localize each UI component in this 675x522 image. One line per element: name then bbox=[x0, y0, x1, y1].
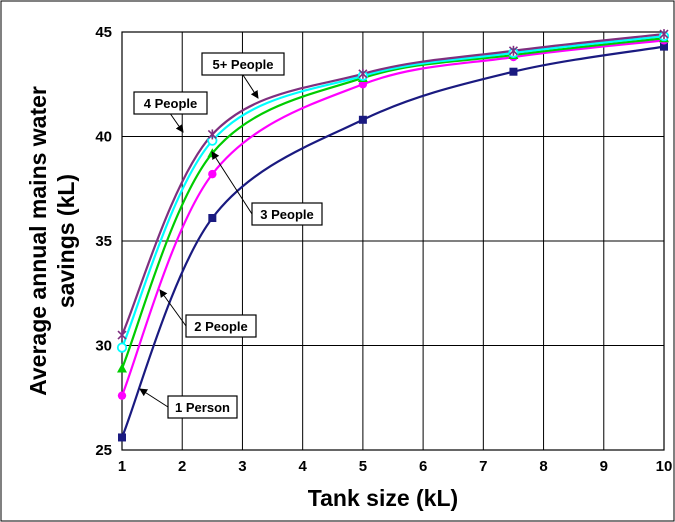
y-axis-ticks: 25 30 35 40 45 bbox=[95, 24, 112, 459]
x-axis-title: Tank size (kL) bbox=[308, 485, 458, 511]
y-axis-title-line1: Average annual mains water bbox=[25, 86, 51, 396]
x-tick-label-1: 1 bbox=[118, 458, 126, 475]
data-point-5-people-3 bbox=[508, 45, 519, 56]
annotation-3-people-arrow bbox=[211, 151, 253, 215]
y-axis-title-line2: savings (kL) bbox=[53, 174, 79, 308]
x-tick-label-8: 8 bbox=[539, 458, 547, 475]
annotation-5-people-label: 5+ People bbox=[212, 57, 273, 72]
data-point-1-person-1 bbox=[208, 214, 217, 223]
x-tick-label-4: 4 bbox=[298, 458, 307, 475]
x-tick-label-9: 9 bbox=[600, 458, 608, 475]
series-line-3-people bbox=[120, 37, 665, 369]
annotation-4-people-label: 4 People bbox=[144, 96, 197, 111]
data-point-5-people-1 bbox=[207, 129, 217, 140]
x-tick-label-3: 3 bbox=[238, 458, 246, 475]
y-tick-label-45: 45 bbox=[95, 24, 112, 41]
data-point-4-people-0 bbox=[116, 342, 128, 353]
annotation-1-person-label: 1 Person bbox=[175, 400, 230, 415]
series-line-2-people bbox=[120, 39, 665, 397]
annotation-5-people-arrow bbox=[242, 74, 259, 99]
annotation-2-people-box bbox=[185, 314, 257, 338]
data-point-1-person-3 bbox=[509, 67, 518, 76]
data-point-5-people-4 bbox=[659, 29, 669, 40]
series-line-1-person bbox=[120, 45, 665, 438]
x-tick-label-2: 2 bbox=[178, 458, 186, 475]
y-tick-label-25: 25 bbox=[95, 442, 112, 459]
data-point-2-people-1 bbox=[208, 169, 217, 179]
y-tick-label-40: 40 bbox=[95, 129, 112, 146]
annotation-4-people-arrow bbox=[170, 113, 184, 133]
annotation-3-people-label: 3 People bbox=[260, 207, 313, 222]
plot-area bbox=[121, 31, 665, 451]
annotation-3-people-box bbox=[251, 202, 323, 226]
data-point-3-people-0 bbox=[117, 363, 127, 373]
x-tick-label-6: 6 bbox=[419, 458, 427, 475]
annotation-1-person-arrow bbox=[139, 388, 169, 408]
x-tick-label-10: 10 bbox=[656, 458, 673, 475]
series-lines bbox=[120, 32, 665, 438]
data-point-1-person-4 bbox=[660, 42, 668, 51]
data-point-5-people-2 bbox=[358, 68, 368, 79]
data-point-1-person-0 bbox=[118, 433, 126, 442]
y-tick-label-35: 35 bbox=[95, 233, 112, 250]
series-line-5-people bbox=[120, 32, 665, 336]
annotation-2-people-arrow bbox=[159, 289, 187, 327]
data-point-5-people-0 bbox=[117, 330, 127, 341]
data-point-2-people-2 bbox=[358, 80, 368, 89]
annotations: 5+ People 4 People 3 People 2 People 1 Perso… bbox=[133, 52, 323, 419]
annotation-4-people-box bbox=[133, 91, 208, 115]
annotation-5-people-box bbox=[201, 52, 285, 76]
data-point-1-person-2 bbox=[358, 115, 367, 124]
annotation-2-people-label: 2 People bbox=[194, 319, 247, 334]
annotation-1-person-box bbox=[167, 395, 238, 419]
y-axis-title: Average annual mains water savings (kL) bbox=[25, 86, 79, 396]
x-axis-ticks: 1 2 3 4 5 6 7 8 9 10 bbox=[118, 458, 673, 475]
series-line-4-people bbox=[120, 35, 665, 349]
y-tick-label-30: 30 bbox=[95, 338, 112, 355]
x-tick-label-7: 7 bbox=[479, 458, 487, 475]
x-tick-label-5: 5 bbox=[359, 458, 367, 475]
data-point-2-people-0 bbox=[117, 391, 127, 400]
